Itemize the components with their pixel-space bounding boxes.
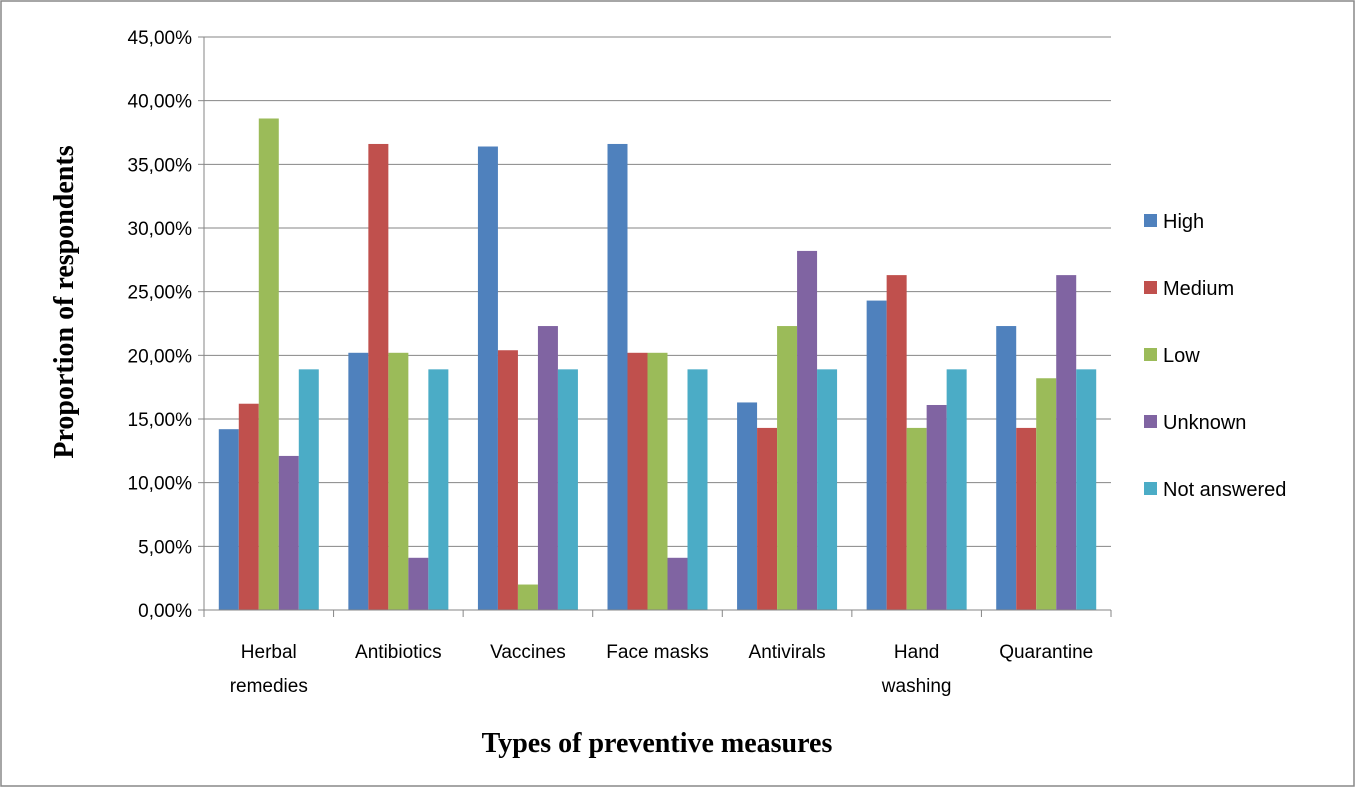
bar-medium <box>757 427 778 610</box>
legend-swatch <box>1144 281 1157 294</box>
bar-low <box>258 118 279 610</box>
x-category-label: Quarantine <box>999 642 1093 663</box>
bar-unknown <box>926 404 947 610</box>
legend-swatch <box>1144 214 1157 227</box>
bar-not-answered <box>817 369 838 610</box>
legend-swatch <box>1144 348 1157 361</box>
bar-medium <box>497 350 518 610</box>
y-tick-label: 5,00% <box>138 537 192 558</box>
bar-high <box>607 143 628 610</box>
legend-label: Not answered <box>1163 479 1286 501</box>
legend-swatch <box>1144 415 1157 428</box>
x-category-label: Face masks <box>606 642 708 663</box>
x-axis-category-labels: Herbal remedies Antibiotics Vaccines Face ma… <box>230 642 1094 697</box>
bar-unknown <box>797 250 818 611</box>
bar-medium <box>627 352 648 610</box>
bar-not-answered <box>557 369 578 610</box>
x-category-label: washing <box>881 676 952 697</box>
bar-low <box>647 352 668 610</box>
bar-unknown <box>537 326 558 610</box>
legend-label: Low <box>1163 345 1200 367</box>
bar-low <box>777 326 798 610</box>
bar-high <box>996 326 1017 610</box>
legend-swatch <box>1144 482 1157 495</box>
bar-unknown <box>408 557 429 610</box>
axes <box>203 37 1112 617</box>
bar-unknown <box>667 557 688 610</box>
y-axis-title: Proportion of respondents <box>49 145 80 458</box>
x-category-label: Hand <box>894 642 939 663</box>
bar-low <box>388 352 409 610</box>
x-category-label: remedies <box>230 676 308 697</box>
bar-unknown <box>1056 275 1077 610</box>
x-category-label: Herbal <box>241 642 297 663</box>
bars <box>218 118 1097 611</box>
y-tick-label: 35,00% <box>128 155 193 176</box>
legend-label: Medium <box>1163 278 1234 300</box>
y-tick-label: 20,00% <box>128 346 193 367</box>
bar-medium <box>886 275 907 610</box>
legend-label: High <box>1163 211 1204 233</box>
bar-high <box>737 402 758 610</box>
bar-low <box>1036 378 1057 610</box>
bar-not-answered <box>298 369 319 610</box>
y-axis-tick-labels: 0,00% 5,00% 10,00% 15,00% 20,00% 25,00% 30,00%… <box>128 28 193 622</box>
y-tick-label: 45,00% <box>128 28 193 49</box>
y-tick-label: 25,00% <box>128 283 193 304</box>
bar-not-answered <box>687 369 708 610</box>
legend-label: Unknown <box>1163 412 1246 434</box>
bar-not-answered <box>946 369 967 610</box>
y-tick-label: 10,00% <box>128 474 193 495</box>
x-category-label: Antibiotics <box>355 642 442 663</box>
x-category-label: Vaccines <box>490 642 566 663</box>
bar-medium <box>238 403 259 610</box>
bar-medium <box>368 143 389 610</box>
legend: High Medium Low Unknown Not answered <box>1144 211 1286 501</box>
x-category-label: Antivirals <box>749 642 826 663</box>
bar-high <box>218 429 239 610</box>
bar-unknown <box>278 455 299 610</box>
bar-high <box>477 146 498 611</box>
y-tick-label: 40,00% <box>128 92 193 113</box>
bar-not-answered <box>1076 369 1097 610</box>
y-tick-label: 0,00% <box>138 601 192 622</box>
x-axis-title: Types of preventive measures <box>482 728 833 759</box>
y-tick-label: 15,00% <box>128 410 193 431</box>
bar-medium <box>1016 427 1037 610</box>
y-tick-label: 30,00% <box>128 219 193 240</box>
bar-high <box>866 300 887 610</box>
bar-high <box>348 352 369 610</box>
bar-low <box>517 584 538 610</box>
bar-not-answered <box>428 369 449 610</box>
bar-low <box>906 427 927 610</box>
